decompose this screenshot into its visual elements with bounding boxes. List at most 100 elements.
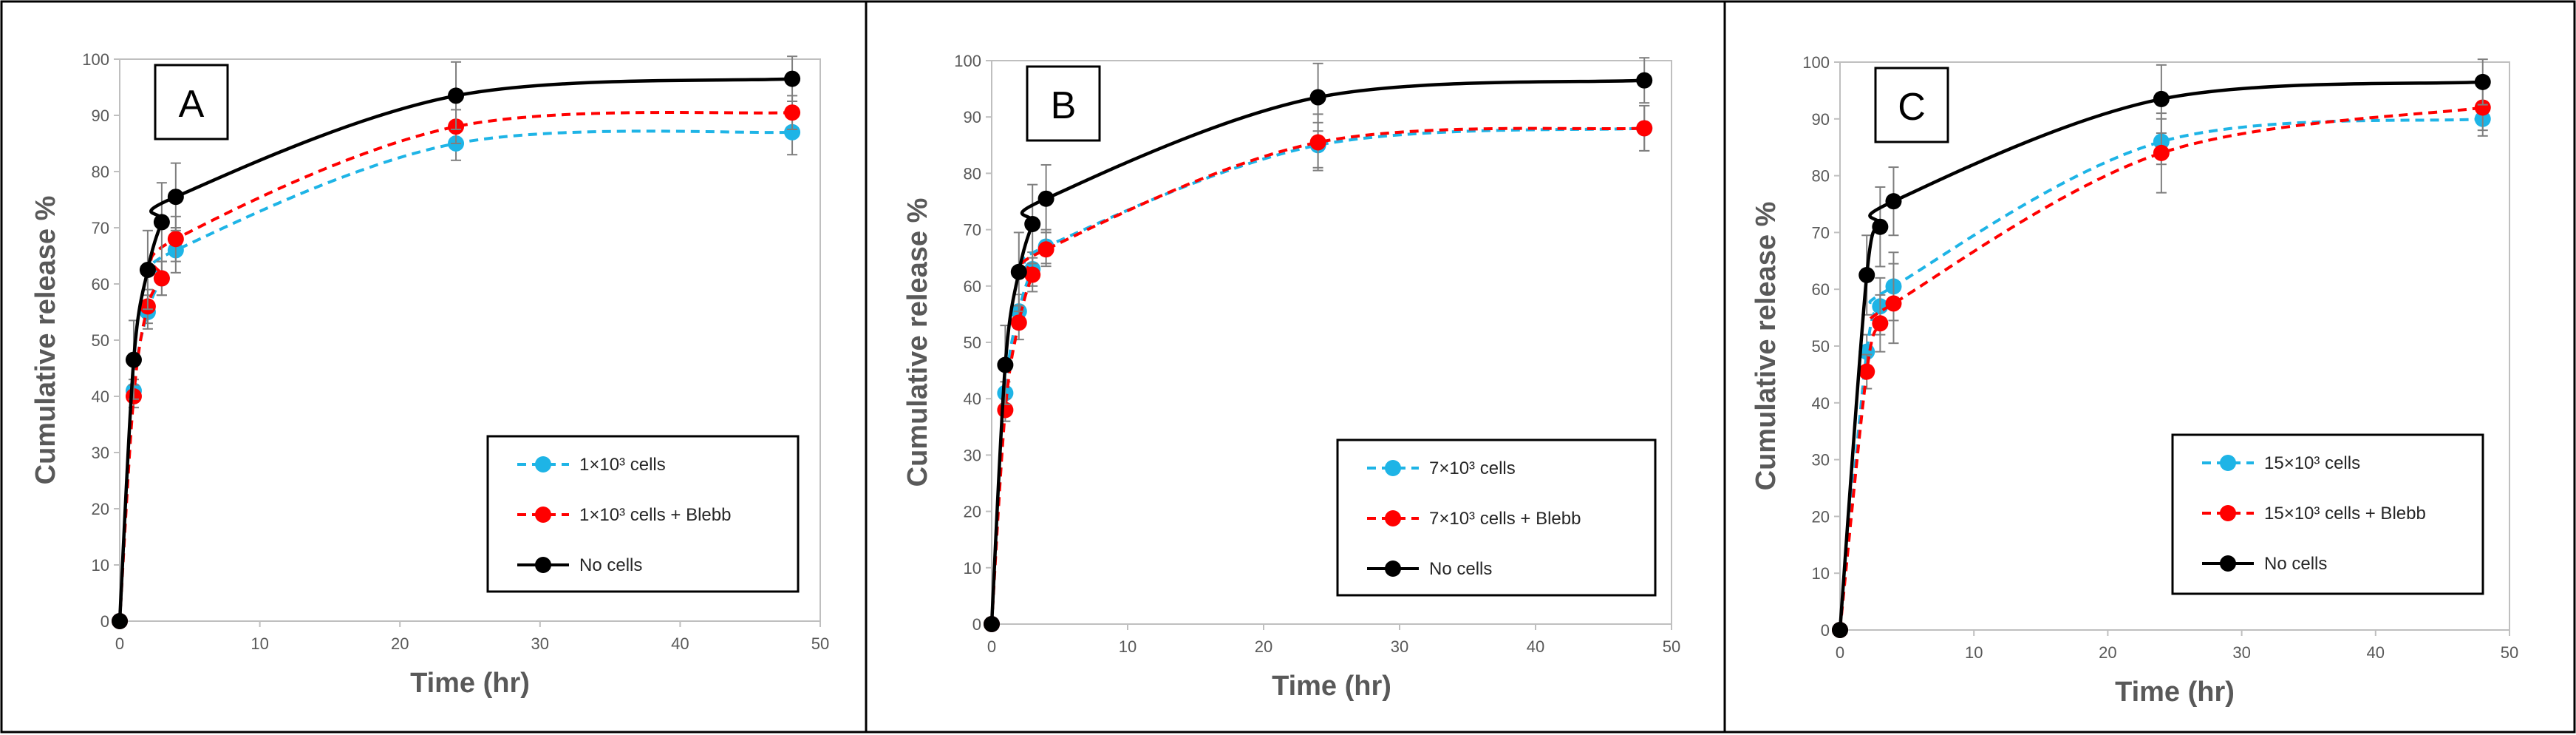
y-tick-label: 60 xyxy=(92,275,109,294)
x-tick-label: 10 xyxy=(251,634,268,653)
series-line xyxy=(1838,80,2483,631)
data-point xyxy=(1636,120,1653,137)
data-point xyxy=(1024,266,1041,283)
x-tick-label: 40 xyxy=(1527,637,1544,656)
y-tick-label: 50 xyxy=(1812,337,1830,356)
legend-swatch-marker xyxy=(2220,555,2236,572)
y-tick-label: 100 xyxy=(1802,53,1830,72)
data-point xyxy=(784,123,801,140)
y-tick-label: 80 xyxy=(1812,167,1830,186)
x-tick-label: 10 xyxy=(1965,643,1983,662)
data-point xyxy=(1010,314,1027,331)
y-tick-label: 70 xyxy=(92,219,109,237)
legend-label: 15×10³ cells + Blebb xyxy=(2264,504,2426,524)
y-tick-label: 80 xyxy=(964,164,981,183)
data-point xyxy=(448,87,465,104)
data-point xyxy=(112,613,128,629)
legend-swatch-marker xyxy=(535,557,551,573)
x-tick-label: 0 xyxy=(987,637,996,656)
data-point xyxy=(125,351,142,368)
data-point xyxy=(2153,90,2170,107)
data-point xyxy=(1636,72,1653,89)
legend-label: No cells xyxy=(1429,559,1492,579)
x-tick-label: 40 xyxy=(2367,643,2385,662)
data-point xyxy=(1832,622,1848,638)
y-tick-label: 0 xyxy=(100,612,109,631)
y-tick-label: 30 xyxy=(92,444,109,462)
x-tick-label: 20 xyxy=(1255,637,1272,656)
y-axis-title: Cumulative release % xyxy=(1751,202,1782,491)
data-point xyxy=(997,356,1014,373)
panel-letter-box xyxy=(1026,65,1101,142)
series-3 xyxy=(112,55,801,629)
x-axis-title: Time (hr) xyxy=(1272,671,1391,702)
x-tick-label: 20 xyxy=(391,634,409,653)
legend: 7×10³ cells 7×10³ cells + Blebb No cells xyxy=(1336,438,1657,597)
data-point xyxy=(1037,190,1054,207)
panel-letter: C xyxy=(1898,86,1926,129)
x-tick-label: 30 xyxy=(1391,637,1408,656)
panel-letter-box xyxy=(154,64,229,140)
legend-swatch-marker xyxy=(2220,455,2236,471)
y-tick-label: 70 xyxy=(1812,223,1830,242)
y-tick-label: 60 xyxy=(1812,280,1830,299)
y-tick-label: 90 xyxy=(1812,110,1830,129)
y-tick-label: 100 xyxy=(954,52,981,70)
panel-frame xyxy=(1723,0,2576,734)
series-3 xyxy=(984,57,1653,632)
data-point xyxy=(784,104,801,121)
x-tick-label: 10 xyxy=(1119,637,1137,656)
y-tick-label: 90 xyxy=(92,106,109,125)
x-tick-label: 0 xyxy=(115,634,124,653)
legend-label: 1×10³ cells + Blebb xyxy=(579,505,731,525)
x-tick-label: 40 xyxy=(671,634,689,653)
y-tick-label: 10 xyxy=(1812,564,1830,583)
legend: 15×10³ cells 15×10³ cells + Blebb No cells xyxy=(2171,433,2484,595)
y-tick-label: 0 xyxy=(972,615,981,634)
x-tick-label: 50 xyxy=(2501,643,2518,662)
x-tick-label: 20 xyxy=(2099,643,2116,662)
y-axis-title: Cumulative release % xyxy=(902,198,933,487)
data-point xyxy=(784,70,801,87)
legend-label: 7×10³ cells xyxy=(1429,458,1516,478)
legend-swatch-marker xyxy=(1385,560,1401,577)
panel-letter: B xyxy=(1051,84,1077,127)
y-tick-label: 10 xyxy=(964,559,981,578)
legend-swatch-marker xyxy=(1385,460,1401,476)
y-tick-label: 0 xyxy=(1821,621,1830,640)
y-axis-title: Cumulative release % xyxy=(30,196,61,485)
x-axis-title: Time (hr) xyxy=(410,668,530,699)
data-point xyxy=(1309,134,1326,151)
y-tick-label: 30 xyxy=(964,446,981,464)
chart-panel-C: 0 10 20 30 40 50 60 70 80 90 100 0 10 20 30 40 50 Time (h… xyxy=(1723,0,2576,734)
series-3 xyxy=(1832,58,2491,638)
legend-label: 1×10³ cells xyxy=(579,455,666,475)
y-tick-label: 40 xyxy=(964,390,981,408)
data-point xyxy=(2474,73,2491,90)
legend-label: No cells xyxy=(2264,554,2327,574)
y-tick-label: 90 xyxy=(964,108,981,126)
y-tick-label: 80 xyxy=(92,163,109,181)
series-line xyxy=(1839,117,2483,631)
x-tick-label: 30 xyxy=(2232,643,2250,662)
data-point xyxy=(2153,144,2170,161)
y-tick-label: 70 xyxy=(964,221,981,240)
data-point xyxy=(153,270,170,287)
y-tick-label: 30 xyxy=(1812,451,1830,470)
data-point xyxy=(1309,89,1326,106)
y-tick-label: 20 xyxy=(92,500,109,518)
y-tick-label: 20 xyxy=(964,503,981,521)
legend-swatch-marker xyxy=(535,507,551,523)
data-point xyxy=(2474,99,2491,116)
y-tick-label: 10 xyxy=(92,556,109,575)
legend-label: 15×10³ cells xyxy=(2264,453,2360,473)
y-tick-label: 60 xyxy=(964,277,981,296)
data-point xyxy=(1024,215,1041,232)
chart-panel-A: 0 10 20 30 40 50 60 70 80 90 100 0 10 20 30 40 50 Time (h… xyxy=(0,0,868,734)
legend-swatch-marker xyxy=(535,456,551,472)
y-tick-label: 50 xyxy=(964,333,981,352)
panel-letter: A xyxy=(179,83,205,126)
y-tick-label: 40 xyxy=(92,387,109,406)
data-point xyxy=(1872,315,1889,332)
chart-panel-B: 0 10 20 30 40 50 60 70 80 90 100 0 10 20 30 40 50 Time (h… xyxy=(865,0,1726,734)
